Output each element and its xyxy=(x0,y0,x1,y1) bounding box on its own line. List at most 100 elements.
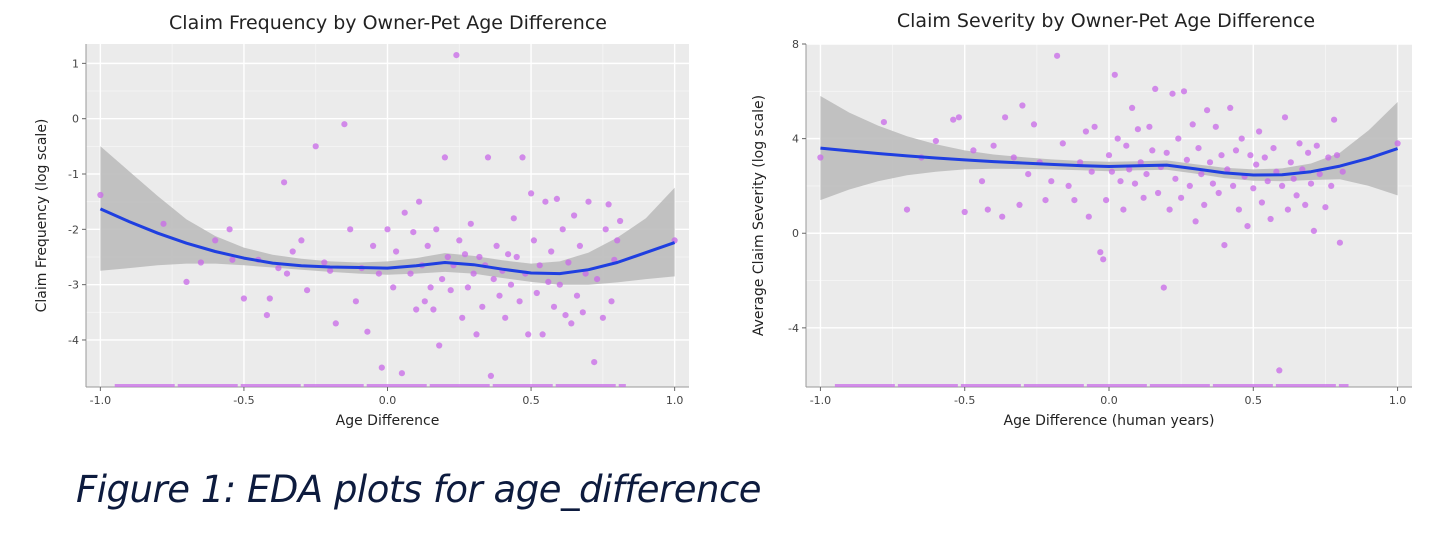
data-point xyxy=(1143,171,1150,178)
data-point xyxy=(591,359,598,366)
data-point xyxy=(375,270,382,277)
data-point xyxy=(444,253,451,261)
data-point xyxy=(507,281,515,288)
data-point xyxy=(1155,189,1162,197)
y-axis-label: Average Claim Severity (log scale) xyxy=(751,95,767,336)
data-point xyxy=(999,213,1006,220)
data-point xyxy=(384,226,391,233)
data-point xyxy=(433,226,440,233)
data-point xyxy=(562,312,569,319)
data-point xyxy=(556,281,563,288)
data-point xyxy=(1290,175,1297,182)
data-point xyxy=(1313,142,1320,149)
data-point xyxy=(347,226,354,233)
data-point xyxy=(1082,128,1089,135)
x-tick-label: 0.5 xyxy=(1245,394,1263,407)
data-point xyxy=(430,306,437,313)
data-point xyxy=(226,226,233,233)
x-axis-label: Age Difference (human years) xyxy=(1004,413,1215,429)
y-tick-label: -4 xyxy=(68,334,79,347)
data-point xyxy=(539,331,546,338)
data-point xyxy=(1264,178,1271,185)
data-point xyxy=(1163,149,1170,156)
data-point xyxy=(424,242,431,249)
data-point xyxy=(1019,102,1026,109)
data-point xyxy=(473,331,480,338)
x-tick-label: 0.0 xyxy=(379,394,397,407)
x-tick-label: -0.5 xyxy=(233,394,254,407)
data-point xyxy=(378,364,385,371)
data-point xyxy=(1235,206,1242,213)
data-point xyxy=(1279,182,1286,189)
data-point xyxy=(525,331,532,338)
data-point xyxy=(1059,140,1066,147)
data-point xyxy=(533,289,540,297)
data-point xyxy=(1108,168,1115,175)
data-point xyxy=(364,328,371,335)
data-point xyxy=(459,314,466,321)
data-point xyxy=(1201,201,1208,208)
data-point xyxy=(1287,159,1294,166)
y-tick-label: -3 xyxy=(68,279,79,292)
y-tick-label: 0 xyxy=(72,113,79,126)
data-point xyxy=(436,342,443,349)
data-point xyxy=(1048,178,1055,185)
data-point xyxy=(1307,180,1315,187)
data-point xyxy=(1250,185,1257,192)
x-tick-label: -1.0 xyxy=(810,394,831,407)
data-point xyxy=(1198,171,1205,178)
data-point xyxy=(1267,215,1274,223)
data-point xyxy=(502,314,509,321)
data-point xyxy=(1281,114,1289,121)
data-point xyxy=(461,251,469,258)
data-point xyxy=(1172,175,1179,182)
data-point xyxy=(496,292,503,299)
data-point xyxy=(510,215,517,222)
data-point xyxy=(568,320,575,327)
data-point xyxy=(1339,168,1346,175)
data-point xyxy=(321,259,328,266)
y-tick-label: -2 xyxy=(68,223,79,236)
data-point xyxy=(1131,180,1139,187)
data-point xyxy=(880,119,888,126)
chart-panel-1: -1.0 -0.5 0.0 0.5 1.0 1 0 -1 -2 -3 -4 Claim Frequen… xyxy=(34,12,689,429)
smooth-line xyxy=(99,207,676,276)
data-point xyxy=(1325,154,1332,161)
data-point xyxy=(312,143,319,150)
x-tick-label: -1.0 xyxy=(90,394,111,407)
data-point xyxy=(1215,189,1222,197)
data-point xyxy=(393,248,400,255)
data-point xyxy=(1178,194,1185,201)
data-point xyxy=(416,198,423,205)
data-point xyxy=(1146,123,1153,130)
data-point xyxy=(1010,154,1017,161)
data-point xyxy=(1111,71,1118,78)
data-point xyxy=(1189,121,1196,128)
y-tick-label: 1 xyxy=(72,57,79,70)
figure-canvas: -1.0 -0.5 0.0 0.5 1.0 1 0 -1 -2 -3 -4 Claim Frequen… xyxy=(34,10,1412,429)
data-point xyxy=(407,270,414,277)
y-axis-label: Claim Frequency (log scale) xyxy=(34,119,50,313)
data-point xyxy=(1302,201,1309,208)
data-point xyxy=(1204,107,1211,114)
data-point xyxy=(990,142,997,149)
data-point xyxy=(1137,159,1144,166)
x-tick-label: -0.5 xyxy=(954,394,975,407)
data-point xyxy=(505,251,512,258)
data-point xyxy=(1328,182,1335,189)
data-point xyxy=(513,253,520,261)
data-point xyxy=(1169,90,1176,97)
data-point xyxy=(932,137,940,145)
data-point xyxy=(1296,140,1303,147)
data-point xyxy=(550,303,558,310)
data-point xyxy=(605,201,612,208)
data-point xyxy=(97,191,104,199)
data-point xyxy=(1114,135,1121,142)
data-point xyxy=(1129,104,1136,111)
data-point xyxy=(421,298,428,305)
x-tick-label: 1.0 xyxy=(666,394,684,407)
data-point xyxy=(1206,159,1214,166)
y-tick-label: -1 xyxy=(68,168,79,181)
data-point xyxy=(341,121,348,128)
data-point xyxy=(1105,152,1113,159)
